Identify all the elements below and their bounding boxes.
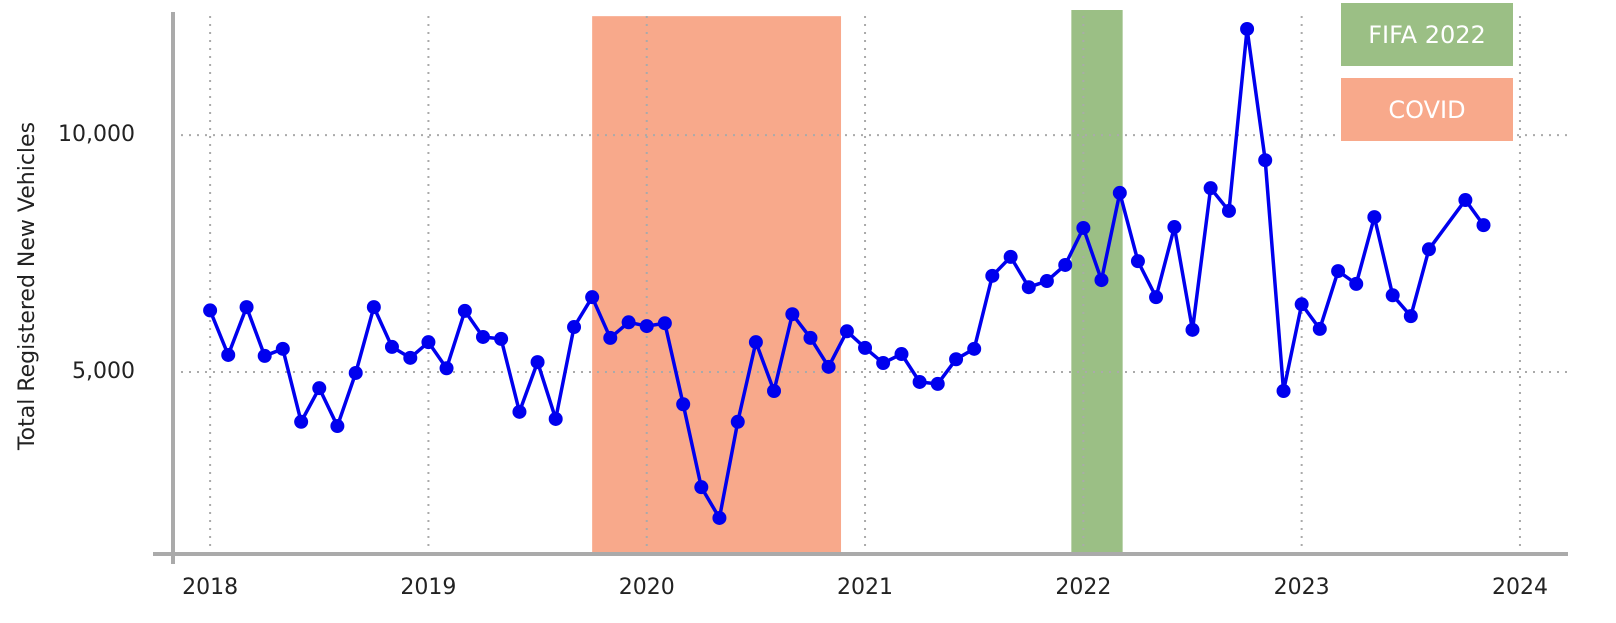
data-point [1367, 210, 1382, 225]
x-tick-label: 2020 [619, 575, 675, 600]
y-tick-label: 10,000 [58, 122, 135, 147]
series-line [208, 28, 1485, 523]
data-point [1421, 242, 1436, 257]
data-point [1021, 280, 1036, 295]
data-point [403, 350, 418, 365]
data-point [785, 307, 800, 322]
data-point [1312, 321, 1327, 336]
data-point [530, 355, 545, 370]
data-point [275, 341, 290, 356]
data-point [512, 404, 527, 419]
data-point [366, 300, 381, 315]
data-point [457, 303, 472, 318]
x-tick-label: 2022 [1055, 575, 1111, 600]
data-point [930, 376, 945, 391]
legend-label: COVID [1388, 96, 1465, 124]
y-axis-label: Total Registered New Vehicles [15, 122, 40, 451]
data-point [439, 361, 454, 376]
data-point [548, 411, 563, 426]
legend-box [1341, 3, 1513, 66]
legend-label: FIFA 2022 [1368, 21, 1486, 49]
data-point [1331, 264, 1346, 279]
data-point [912, 374, 927, 389]
data-point [1385, 288, 1400, 303]
data-point [1476, 218, 1491, 233]
data-point [1221, 203, 1236, 218]
data-point [1258, 153, 1273, 168]
data-point [1076, 220, 1091, 235]
x-tick-label: 2019 [400, 575, 456, 600]
data-point [621, 315, 636, 330]
data-point [730, 414, 745, 429]
data-point [1003, 249, 1018, 264]
data-point [876, 356, 891, 371]
x-tick-label: 2021 [837, 575, 893, 600]
data-point [567, 320, 582, 335]
data-point [221, 347, 236, 362]
data-point [1349, 276, 1364, 291]
x-tick-label: 2024 [1492, 575, 1548, 600]
data-point [384, 339, 399, 354]
data-point [1058, 257, 1073, 272]
data-point [585, 290, 600, 305]
data-point [694, 480, 709, 495]
data-point [1240, 21, 1255, 36]
data-point [348, 365, 363, 380]
data-point [330, 419, 345, 434]
data-point [1039, 274, 1054, 289]
data-point [494, 331, 509, 346]
data-point [257, 348, 272, 363]
data-point [203, 303, 218, 318]
data-point [657, 316, 672, 331]
y-tick-label: 5,000 [72, 359, 135, 384]
x-tick-label: 2018 [182, 575, 238, 600]
data-point [676, 397, 691, 412]
data-point [803, 330, 818, 345]
data-point [1094, 273, 1109, 288]
data-point [1458, 193, 1473, 208]
data-point [1112, 185, 1127, 200]
data-point [1203, 181, 1218, 196]
data-point [603, 330, 618, 345]
data-point [1130, 254, 1145, 269]
data-point [821, 359, 836, 374]
data-point [239, 300, 254, 315]
data-point [858, 340, 873, 355]
data-point [967, 341, 982, 356]
data-point [476, 329, 490, 344]
data-point [985, 268, 1000, 283]
span-band [592, 16, 842, 554]
data-point [312, 381, 327, 396]
data-point [894, 347, 909, 362]
data-point [1403, 309, 1418, 324]
data-point [839, 324, 854, 339]
data-point [712, 510, 727, 525]
x-tick-label: 2023 [1274, 575, 1330, 600]
legend-box [1341, 78, 1513, 141]
data-point [1276, 383, 1291, 398]
data-point [421, 335, 436, 350]
data-point [639, 319, 654, 334]
data-point [1167, 220, 1182, 235]
data-point [1149, 290, 1164, 305]
data-point [949, 352, 964, 367]
data-point [748, 335, 763, 350]
data-point [294, 414, 309, 429]
data-point [1294, 297, 1309, 312]
data-point [767, 383, 782, 398]
data-point [1185, 322, 1200, 337]
